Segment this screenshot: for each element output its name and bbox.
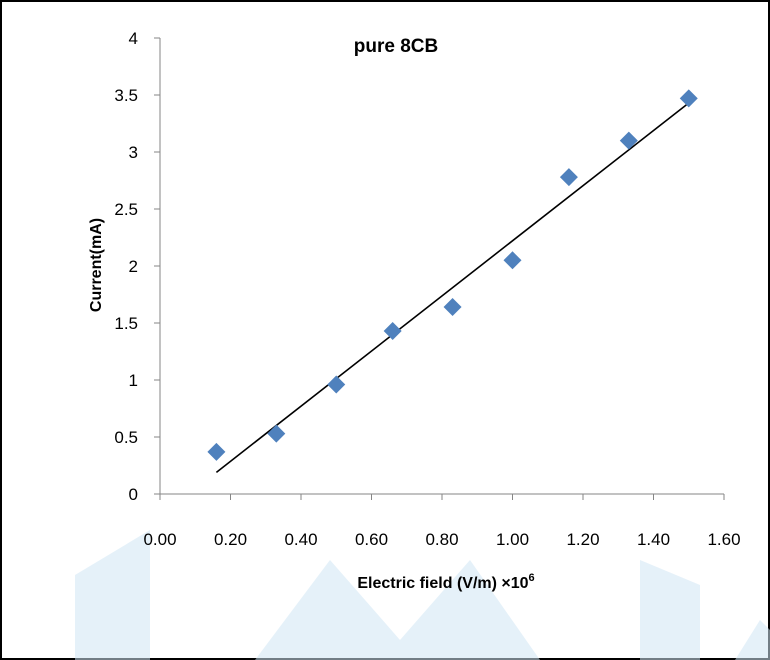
x-axis-title-text: Electric field (V/m) ×10 xyxy=(357,575,528,592)
x-tick-label: 0.60 xyxy=(355,530,388,549)
data-point xyxy=(383,321,402,340)
x-tick-label: 0.40 xyxy=(284,530,317,549)
y-tick-label: 0 xyxy=(129,485,138,504)
x-tick-label: 0.20 xyxy=(214,530,247,549)
watermark-shape-far-right xyxy=(735,620,770,660)
data-point xyxy=(559,168,578,187)
data-points xyxy=(207,89,698,461)
y-tick-labels: 0 0.5 1 1.5 2 2.5 3 3.5 4 xyxy=(114,29,138,504)
x-tick-label: 1.60 xyxy=(707,530,740,549)
x-tick-label: 1.20 xyxy=(566,530,599,549)
y-axis-title: Current(mA) xyxy=(88,218,105,312)
trendline xyxy=(215,102,690,473)
y-tick-label: 3 xyxy=(129,143,138,162)
x-tick-labels: 0.00 0.20 0.40 0.60 0.80 1.00 1.20 1.40 1.60 xyxy=(143,530,740,549)
data-point xyxy=(443,298,462,317)
y-tick-label: 2.5 xyxy=(114,200,138,219)
data-point xyxy=(503,251,522,270)
watermark-shape-center xyxy=(255,560,540,660)
x-tick-label: 1.00 xyxy=(496,530,529,549)
x-tick-label: 1.40 xyxy=(637,530,670,549)
y-tick-label: 1 xyxy=(129,371,138,390)
x-tick-label: 0.80 xyxy=(425,530,458,549)
data-point xyxy=(327,375,346,394)
watermark-shape-left xyxy=(75,530,150,660)
x-axis-title-exponent: 6 xyxy=(529,572,535,584)
y-tick-label: 4 xyxy=(129,29,138,48)
x-tick-label: 0.00 xyxy=(143,530,176,549)
y-tick-label: 1.5 xyxy=(114,314,138,333)
y-tick-label: 2 xyxy=(129,257,138,276)
data-point xyxy=(207,442,226,461)
y-tick-label: 0.5 xyxy=(114,428,138,447)
data-point xyxy=(267,424,286,443)
data-point xyxy=(679,89,698,108)
watermark-shape-right xyxy=(640,560,700,660)
chart-title: pure 8CB xyxy=(354,36,438,57)
axes xyxy=(154,37,725,500)
trendline-group xyxy=(215,102,690,473)
x-axis-title: Electric field (V/m) ×106 xyxy=(357,572,534,592)
y-tick-label: 3.5 xyxy=(114,86,138,105)
data-point xyxy=(619,131,638,150)
